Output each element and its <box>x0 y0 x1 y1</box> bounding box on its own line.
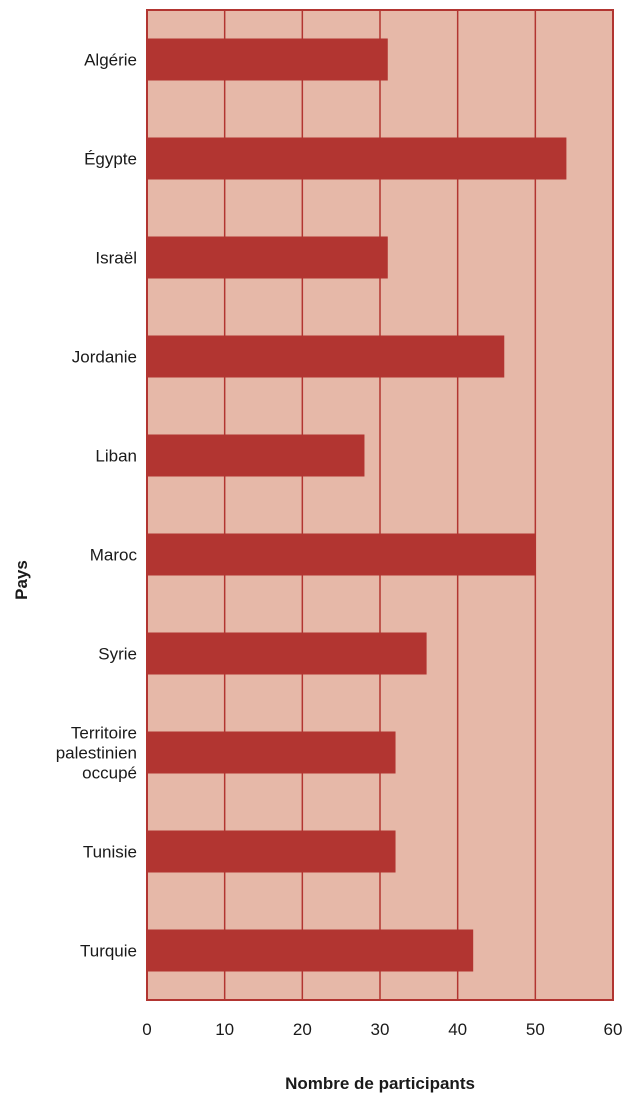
bar <box>147 632 427 675</box>
x-tick-labels: 0 10 20 30 40 50 60 <box>142 1020 622 1039</box>
x-tick-label: 20 <box>293 1020 312 1039</box>
category-label: Territoire palestinien occupé <box>56 724 137 783</box>
category-label: Maroc <box>90 546 138 565</box>
category-label: Liban <box>95 447 137 466</box>
x-tick-label: 60 <box>604 1020 623 1039</box>
x-tick-label: 40 <box>448 1020 467 1039</box>
x-tick-label: 10 <box>215 1020 234 1039</box>
bar <box>147 731 396 774</box>
bar <box>147 830 396 873</box>
category-label: Turquie <box>80 942 137 961</box>
bar <box>147 236 388 279</box>
bar <box>147 929 474 972</box>
y-axis-title: Pays <box>12 560 31 600</box>
x-tick-label: 50 <box>526 1020 545 1039</box>
category-label: Tunisie <box>83 843 137 862</box>
category-label: Jordanie <box>72 348 137 367</box>
bar <box>147 38 388 81</box>
x-tick-label: 30 <box>371 1020 390 1039</box>
category-label: Syrie <box>98 645 137 664</box>
x-tick-label: 0 <box>142 1020 151 1039</box>
bar <box>147 137 567 180</box>
plot-border <box>146 9 614 1001</box>
category-label: Israël <box>95 249 137 268</box>
bars <box>147 38 567 972</box>
bar <box>147 335 505 378</box>
bar <box>147 434 365 477</box>
x-axis-title: Nombre de participants <box>285 1074 475 1093</box>
bar <box>147 533 536 576</box>
category-labels: Algérie Égypte Israël Jordanie Liban Maroc Syr… <box>56 51 138 961</box>
category-label: Algérie <box>84 51 137 70</box>
category-label: Égypte <box>84 150 137 169</box>
